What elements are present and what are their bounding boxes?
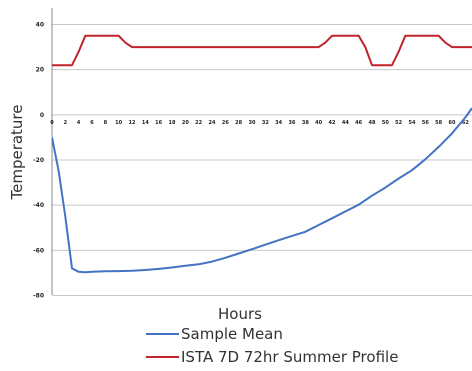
legend-label-sample-mean: Sample Mean — [181, 325, 283, 343]
y-tick-label: 0 — [40, 112, 44, 119]
x-tick-label: 40 — [315, 120, 322, 126]
x-tick-label: 32 — [262, 120, 269, 126]
y-axis-title: Temperature — [8, 104, 26, 200]
x-tick-label: 52 — [395, 120, 402, 126]
y-tick-label: 40 — [36, 22, 44, 29]
y-tick-label: -80 — [33, 293, 44, 300]
x-tick-label: 58 — [435, 120, 442, 126]
x-tick-label: 60 — [449, 120, 456, 126]
x-tick-label: 6 — [90, 120, 94, 126]
x-tick-label: 62 — [462, 120, 469, 126]
x-tick-label: 54 — [409, 120, 416, 126]
x-tick-label: 2 — [64, 120, 68, 126]
x-tick-label: 38 — [302, 120, 309, 126]
x-tick-label: 4 — [77, 120, 81, 126]
x-tick-label: 28 — [235, 120, 242, 126]
x-tick-label: 22 — [195, 120, 202, 126]
y-tick-label: -60 — [33, 247, 44, 254]
x-tick-label: 8 — [104, 120, 108, 126]
series-lines — [52, 34, 472, 274]
x-tick-label: 30 — [249, 120, 256, 126]
y-tick-label: -40 — [33, 202, 44, 209]
legend: Sample Mean ISTA 7D 72hr Summer Profile — [146, 325, 398, 366]
x-tick-label: 50 — [382, 120, 389, 126]
x-axis-title: Hours — [218, 305, 262, 323]
x-tick-labels: 0 2 4 6 8 10 12 14 16 18 20 22 24 26 28 30 32 34 36 38 40 42 4… — [50, 120, 469, 126]
x-tick-label: 46 — [355, 120, 362, 126]
x-tick-label: 48 — [369, 120, 376, 126]
x-tick-label: 18 — [169, 120, 176, 126]
x-tick-label: 34 — [275, 120, 282, 126]
x-tick-label: 0 — [50, 120, 54, 126]
x-tick-label: 10 — [115, 120, 122, 126]
x-tick-label: 26 — [222, 120, 229, 126]
x-tick-label: 24 — [209, 120, 216, 126]
series-line-sample-mean — [52, 107, 472, 274]
x-tick-label: 42 — [329, 120, 336, 126]
legend-label-ista-7d-72hr-summer-profile: ISTA 7D 72hr Summer Profile — [181, 348, 398, 366]
x-tick-label: 12 — [129, 120, 136, 126]
y-tick-label: -20 — [33, 157, 44, 164]
series-line-ista-7d-72hr-summer-profile — [52, 34, 472, 67]
x-tick-label: 14 — [142, 120, 149, 126]
x-tick-label: 44 — [342, 120, 349, 126]
x-tick-label: 16 — [155, 120, 162, 126]
y-tick-label: 20 — [36, 67, 44, 74]
x-tick-label: 56 — [422, 120, 429, 126]
y-tick-labels: 40 20 0 -20 -40 -60 -80 — [33, 22, 44, 300]
x-tick-label: 36 — [289, 120, 296, 126]
gridlines — [52, 24, 472, 296]
x-tick-label: 20 — [182, 120, 189, 126]
